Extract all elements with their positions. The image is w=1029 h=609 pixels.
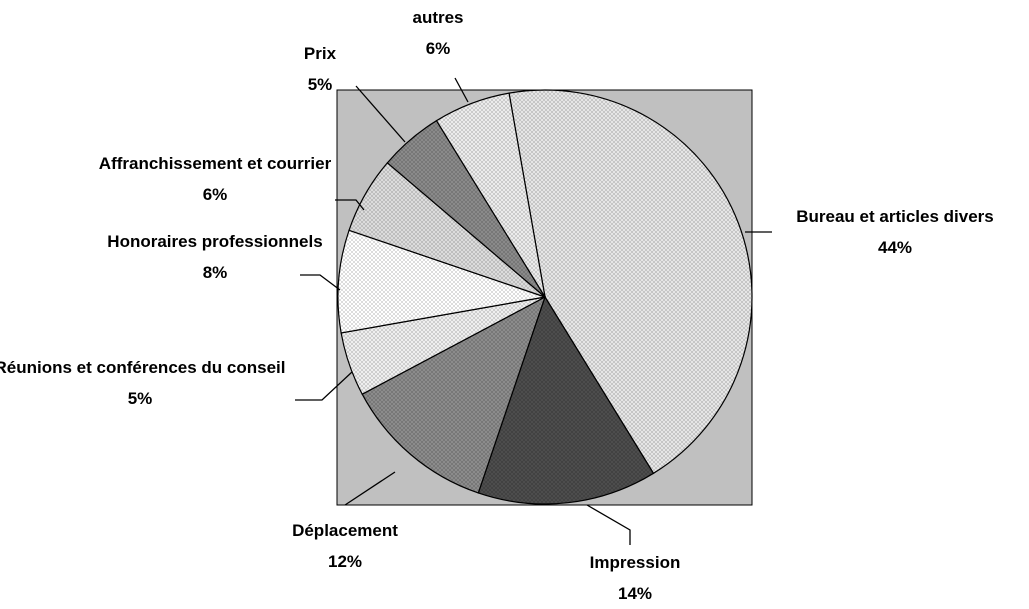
slice-label: autres 6%	[388, 2, 488, 64]
slice-label: Prix 5%	[270, 38, 370, 100]
slice-label: Déplacement 12%	[245, 515, 445, 577]
leader-line	[344, 471, 396, 506]
value-label: 6%	[425, 39, 451, 58]
leader-line	[295, 371, 353, 401]
slice-label: Bureau et articles divers 44%	[755, 201, 1029, 263]
slice-texture	[337, 230, 545, 333]
category-label: Honoraires professionnels	[107, 232, 323, 251]
category-label: Réunions et conférences du conseil	[0, 358, 286, 377]
slice-texture	[341, 297, 545, 395]
value-label: 5%	[127, 389, 153, 408]
leader-line	[335, 199, 365, 211]
leader-lines	[295, 77, 772, 545]
leader-line	[300, 274, 341, 291]
category-label: Déplacement	[292, 521, 398, 540]
value-label: 14%	[617, 584, 653, 603]
value-label: 6%	[202, 185, 228, 204]
value-label: 5%	[307, 75, 333, 94]
category-label: Bureau et articles divers	[796, 207, 994, 226]
pie	[337, 89, 753, 505]
slice-label: Honoraires professionnels 8%	[105, 226, 325, 288]
slice-label: Réunions et conférences du conseil 5%	[0, 352, 290, 414]
category-label: Affranchissement et courrier	[98, 154, 332, 173]
leader-line	[454, 77, 469, 103]
value-label: 8%	[202, 263, 228, 282]
slice-label: Impression 14%	[535, 547, 735, 609]
category-label: Prix	[303, 44, 337, 63]
value-label: 44%	[877, 238, 913, 257]
slice-label: Affranchissement et courrier 6%	[85, 148, 345, 210]
category-label: Impression	[589, 553, 681, 572]
slice-texture	[509, 90, 752, 474]
slice-texture	[349, 162, 545, 297]
slice-texture	[362, 297, 545, 493]
leader-line	[355, 85, 406, 143]
slice-texture	[436, 93, 545, 297]
category-label: autres	[412, 8, 464, 27]
slice-texture	[478, 297, 654, 504]
value-label: 12%	[327, 552, 363, 571]
leader-line	[586, 504, 631, 545]
slice-texture	[387, 120, 545, 297]
